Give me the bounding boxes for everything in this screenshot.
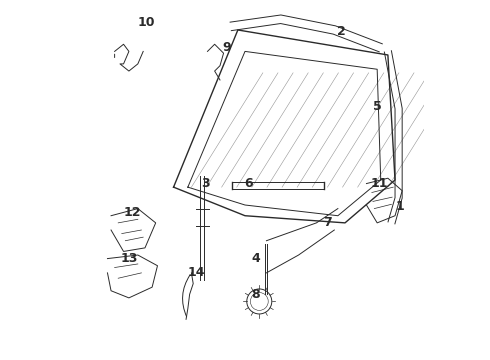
Text: 6: 6 (244, 177, 253, 190)
Text: 3: 3 (201, 177, 210, 190)
Text: 5: 5 (373, 100, 382, 113)
Text: 7: 7 (323, 216, 332, 229)
Text: 8: 8 (251, 288, 260, 301)
Text: 13: 13 (120, 252, 138, 265)
Text: 12: 12 (123, 206, 141, 219)
Text: 1: 1 (396, 200, 405, 213)
Text: 10: 10 (138, 16, 155, 29)
Text: 2: 2 (337, 25, 346, 38)
Text: 4: 4 (251, 252, 260, 265)
Text: 9: 9 (223, 41, 231, 54)
Text: 11: 11 (370, 177, 388, 190)
Text: 14: 14 (188, 266, 205, 279)
